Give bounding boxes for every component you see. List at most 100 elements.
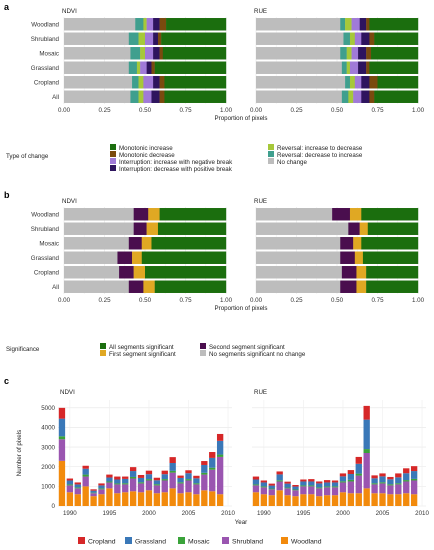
bar-segment [90,493,97,497]
legend-item: No segments significant no change [209,351,306,358]
bar-segment [90,492,97,494]
bar-segment [64,280,129,293]
bar-segment [148,208,160,221]
facet-title: RUE [254,198,267,205]
bar-segment [133,208,149,221]
bar-segment [64,90,131,103]
bar-segment [276,474,283,481]
bar-segment [169,488,176,506]
x-tick-label: 0.25 [98,297,111,304]
bar-segment [284,488,291,496]
legend-swatch [110,158,116,164]
bar-segment [339,492,347,506]
bar-segment [66,480,74,485]
bar-segment [387,485,394,495]
bar-segment [129,476,137,479]
bar-segment [300,494,307,506]
bar-segment [133,222,147,235]
bar-segment [361,32,370,45]
legend-swatch [222,537,229,544]
bar-segment [128,237,142,250]
x-tick-label: 0.75 [179,107,192,114]
bar-segment [114,476,121,480]
bar-segment [276,481,283,491]
bar-segment [151,237,227,250]
legend-item: Monotonic increase [119,145,173,152]
bar-segment [341,266,357,279]
legend-item: Grassland [135,539,166,546]
bar-segment [367,222,419,235]
facet-title: NDVI [62,8,77,15]
bar-segment [355,493,362,506]
bar-segment [130,47,141,60]
legend-swatch [268,151,274,157]
bar-segment [377,76,419,89]
bar-segment [106,474,113,478]
bar-segment [260,486,268,488]
bar-segment [340,251,356,264]
legend-item: Second segment significant [209,344,285,351]
bar-segment [284,481,291,484]
bar-segment [106,477,113,482]
bar-segment [292,496,299,506]
bar-segment [98,483,105,486]
bar-segment [347,474,355,480]
category-label: Grassland [31,65,60,72]
legend-item: Shrubland [232,539,263,546]
legend-swatch [100,350,106,356]
bar-segment [138,76,144,89]
bar-segment [323,480,331,483]
bar-segment [347,493,355,506]
bar-segment [151,61,155,74]
bar-segment [185,470,192,474]
bar-segment [351,47,359,60]
bar-segment [354,76,362,89]
legend-item: Monotonic decrease [119,152,175,159]
bar-segment [363,488,370,506]
bar-segment [193,483,200,485]
bar-segment [403,481,410,494]
bar-segment [308,494,315,506]
bar-segment [256,208,333,221]
bar-segment [369,76,378,89]
bar-segment [361,208,419,221]
bar-segment [353,90,362,103]
bar-segment [256,222,349,235]
bar-segment [369,90,375,103]
bar-segment [161,479,168,481]
bar-segment [133,266,146,279]
bar-segment [371,47,419,60]
legend-item: Woodland [291,539,322,546]
bar-segment [260,482,268,487]
bar-segment [166,18,227,31]
bar-segment [159,208,227,221]
bar-segment [356,280,367,293]
bar-segment [358,47,367,60]
legend-swatch [178,537,185,544]
bar-segment [348,222,360,235]
x-axis-label: Proportion of pixels [215,305,268,312]
category-label: Cropland [34,79,60,86]
bar-segment [369,61,419,74]
bar-segment [252,484,260,486]
bar-segment [153,493,161,506]
bar-segment [162,47,227,60]
x-tick-label: 0.50 [139,107,152,114]
bar-segment [395,483,402,485]
bar-segment [161,470,168,475]
bar-segment [323,495,331,506]
bar-segment [256,280,341,293]
bar-segment [137,474,145,478]
bar-segment [410,480,418,495]
category-label: Shrubland [31,226,60,233]
bar-segment [143,90,152,103]
bar-segment [268,489,275,496]
bar-segment [164,90,227,103]
bar-segment [161,492,168,506]
bar-segment [268,485,275,489]
bar-segment [90,490,97,493]
bar-segment [340,18,346,31]
bar-segment [371,493,378,506]
x-tick-label: 1.00 [412,107,425,114]
bar-segment [361,90,370,103]
